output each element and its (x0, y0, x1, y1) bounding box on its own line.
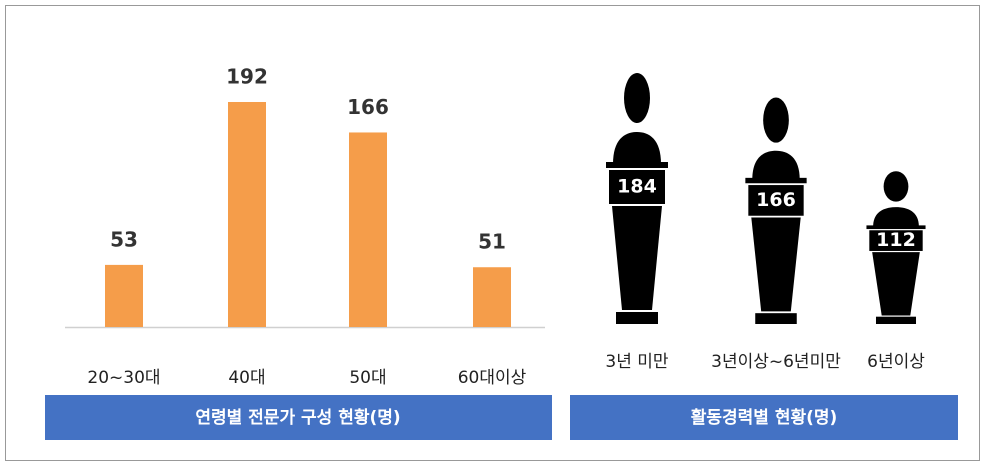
podium-base (875, 316, 917, 324)
value-label: 166 (756, 189, 796, 211)
podium-base (616, 312, 658, 324)
podium-top (866, 225, 926, 230)
value-label: 53 (110, 227, 138, 251)
body (613, 132, 661, 164)
value-label: 166 (347, 95, 389, 119)
podium-stand (751, 217, 801, 312)
category-label: 40대 (228, 368, 265, 388)
podium-figure (606, 73, 668, 324)
podium-band (748, 185, 804, 216)
bar (473, 267, 511, 327)
head (624, 73, 650, 123)
category-label: 3년이상~6년미만 (711, 352, 841, 372)
podium-top (606, 162, 668, 168)
value-label: 51 (478, 230, 506, 254)
podium-figure (866, 171, 926, 324)
value-label: 184 (617, 176, 657, 198)
podium-band (869, 230, 923, 251)
title-banner (570, 395, 958, 440)
category-label: 60대이상 (458, 368, 527, 388)
value-label: 192 (226, 65, 268, 89)
chart-title: 활동경력별 현황(명) (691, 407, 838, 428)
bar (105, 264, 143, 327)
chart-title: 연령별 전문가 구성 현황(명) (195, 407, 400, 428)
title-banner (45, 395, 552, 440)
podium-stand (872, 252, 920, 316)
head (883, 171, 909, 202)
category-label: 3년 미만 (605, 352, 668, 372)
category-label: 20~30대 (87, 368, 160, 388)
head (763, 97, 789, 143)
podium-base (755, 313, 797, 324)
podium-figure (745, 97, 807, 324)
bar (349, 132, 387, 327)
value-label: 112 (876, 229, 916, 251)
category-label: 50대 (349, 368, 386, 388)
frame (5, 5, 980, 461)
podium-stand (612, 206, 662, 310)
category-label: 6년이상 (867, 352, 925, 372)
podium-band (609, 170, 665, 204)
bar (228, 102, 266, 327)
podium-top (745, 177, 807, 184)
body (752, 150, 800, 180)
body (873, 207, 919, 227)
